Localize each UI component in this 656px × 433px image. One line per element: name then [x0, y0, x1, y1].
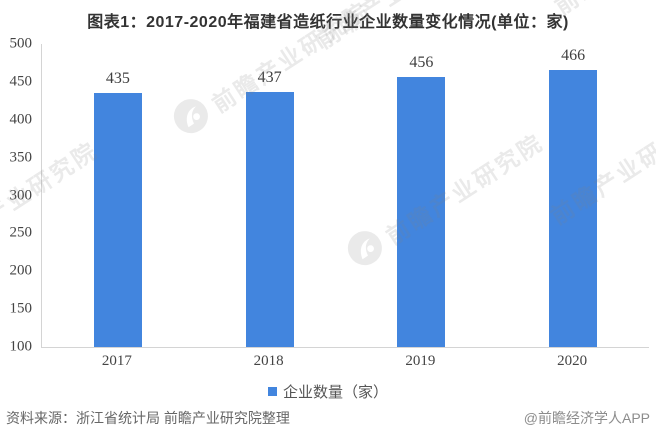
x-tick-label: 2017	[101, 353, 132, 369]
y-tick-label: 300	[9, 187, 33, 203]
legend-swatch	[267, 387, 277, 396]
y-tick-label: 350	[9, 149, 33, 166]
source-text: 资料来源：浙江省统计局 前瞻产业研究院整理	[6, 410, 290, 426]
x-tick-label: 2018	[253, 353, 284, 369]
plot-area: 435 437 456 466	[41, 44, 649, 348]
bar	[549, 69, 598, 347]
bar-slot: 435	[42, 44, 194, 347]
bar-value-label: 437	[257, 68, 282, 86]
y-tick-label: 250	[9, 224, 33, 241]
bar-value-label: 456	[409, 54, 434, 72]
legend-label: 企业数量（家）	[282, 384, 388, 401]
bar	[93, 93, 142, 347]
bar	[245, 91, 294, 347]
bar-value-label: 466	[561, 46, 586, 64]
credit-text: @前瞻经济学人APP	[523, 410, 650, 426]
y-tick-label: 150	[9, 300, 33, 317]
bar-value-label: 435	[105, 70, 130, 88]
bar	[397, 77, 446, 347]
x-tick-label: 2019	[405, 353, 436, 369]
x-axis: 2017 2018 2019 2020	[41, 353, 648, 370]
bars-row: 435 437 456 466	[42, 44, 649, 347]
footer: 资料来源：浙江省统计局 前瞻产业研究院整理 @前瞻经济学人APP	[0, 408, 656, 428]
bar-slot: 456	[346, 44, 498, 347]
bar-slot: 437	[194, 44, 346, 347]
chart-title: 图表1：2017-2020年福建省造纸行业企业数量变化情况(单位：家)	[87, 14, 569, 31]
y-tick-label: 400	[9, 111, 33, 128]
y-axis: 100 150 200 250 300 350 400 450 500	[0, 36, 36, 355]
x-tick-label: 2020	[557, 353, 588, 369]
y-tick-label: 200	[9, 262, 33, 279]
bar-slot: 466	[497, 44, 649, 347]
y-tick-label: 450	[9, 73, 33, 90]
y-tick-label: 100	[9, 338, 33, 355]
legend: 企业数量（家）	[0, 381, 656, 402]
y-tick-label: 500	[9, 35, 33, 52]
